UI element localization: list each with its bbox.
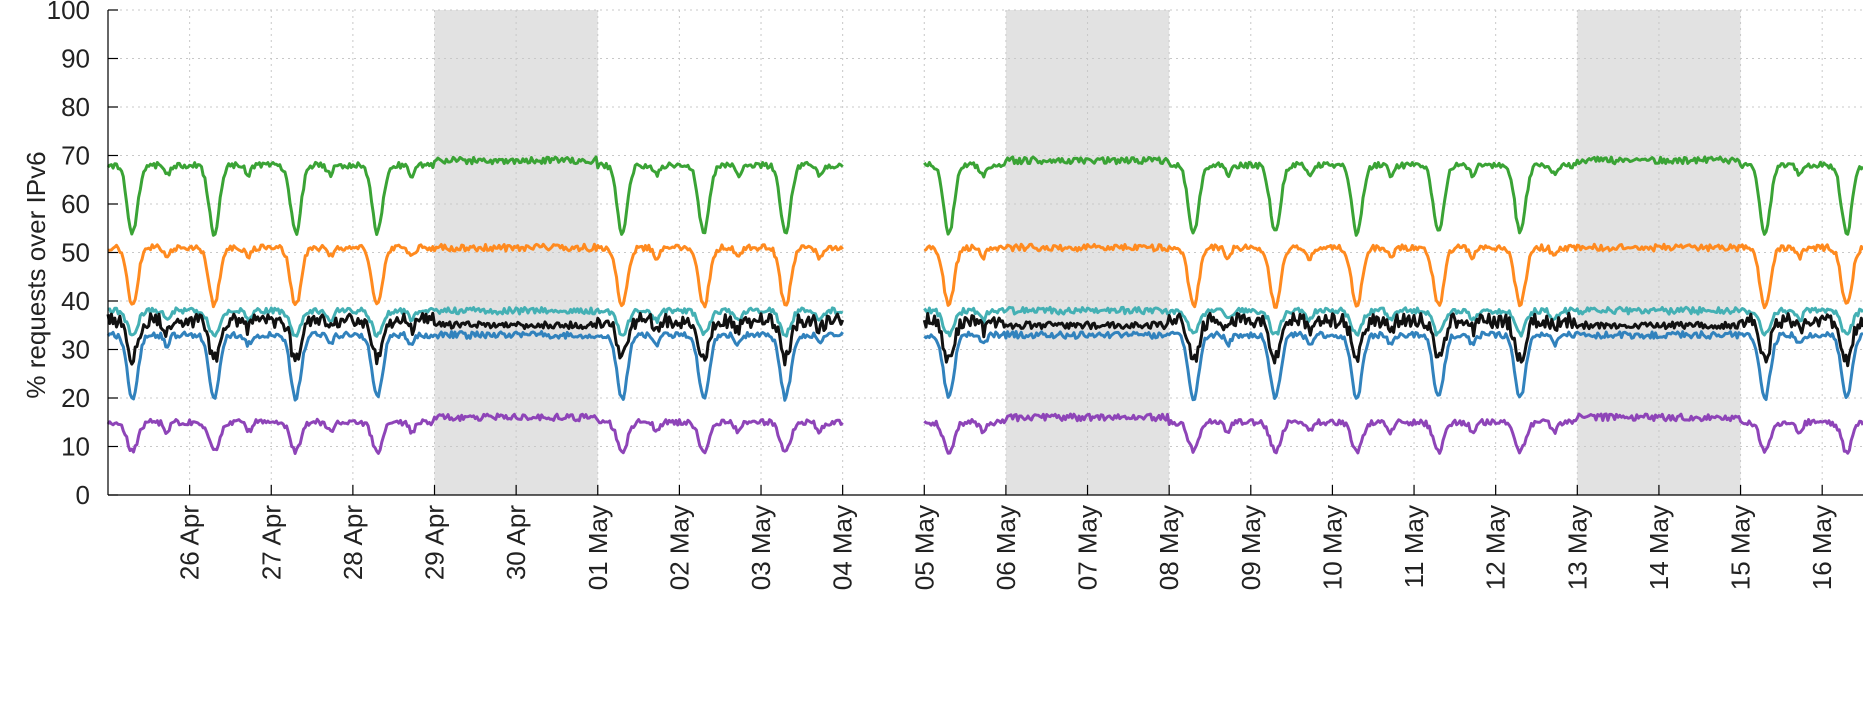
x-tick-label: 30 Apr [501, 505, 531, 581]
grid-lines [108, 9, 1863, 495]
series-line-blue [106, 330, 1863, 402]
y-tick-label: 90 [61, 44, 90, 74]
x-tick-labels: 26 Apr 27 Apr 28 Apr 29 Apr 30 Apr 01 May 02 M… [175, 505, 1838, 591]
y-tick-label: 40 [61, 286, 90, 316]
x-tick-label: 26 Apr [175, 505, 205, 581]
x-tick-label: 11 May [1399, 505, 1429, 588]
x-tick-label: 07 May [1073, 505, 1103, 590]
x-tick-label: 13 May [1562, 505, 1592, 590]
data-series [106, 155, 1863, 455]
y-tick-label: 100 [47, 0, 90, 25]
x-tick-label: 08 May [1154, 505, 1184, 590]
series-line-black [106, 311, 1863, 368]
x-tick-label: 06 May [991, 505, 1021, 590]
y-tick-labels: 0 10 20 30 40 50 60 70 80 90 100 [47, 0, 90, 510]
x-tick-label: 10 May [1317, 505, 1347, 590]
x-tick-label: 28 Apr [338, 505, 368, 581]
x-tick-label: 16 May [1807, 505, 1837, 590]
y-tick-label: 60 [61, 189, 90, 219]
x-tick-label: 27 Apr [256, 505, 286, 581]
x-tick-label: 29 Apr [420, 505, 450, 581]
series-line-green [106, 155, 1863, 237]
y-tick-label: 20 [61, 383, 90, 413]
x-tick-label: 03 May [746, 505, 776, 590]
x-tick-label: 12 May [1481, 505, 1511, 590]
y-tick-label: 50 [61, 238, 90, 268]
y-tick-label: 10 [61, 432, 90, 462]
axes [107, 9, 1863, 496]
x-tick-label: 14 May [1644, 505, 1674, 590]
series-line-purple [106, 412, 1863, 455]
x-tick-label: 01 May [583, 505, 613, 590]
x-tick-label: 09 May [1236, 505, 1266, 590]
series-line-teal [107, 305, 1863, 338]
y-tick-label: 30 [61, 335, 90, 365]
x-tick-label: 04 May [828, 505, 858, 590]
y-tick-label: 0 [76, 480, 90, 510]
x-tick-label: 02 May [664, 505, 694, 590]
y-axis-title: % requests over IPv6 [21, 151, 51, 398]
y-tick-label: 70 [61, 141, 90, 171]
x-tick-label: 15 May [1726, 505, 1756, 590]
series-line-orange [108, 242, 1863, 310]
x-tick-label: 05 May [909, 505, 939, 590]
y-tick-label: 80 [61, 92, 90, 122]
